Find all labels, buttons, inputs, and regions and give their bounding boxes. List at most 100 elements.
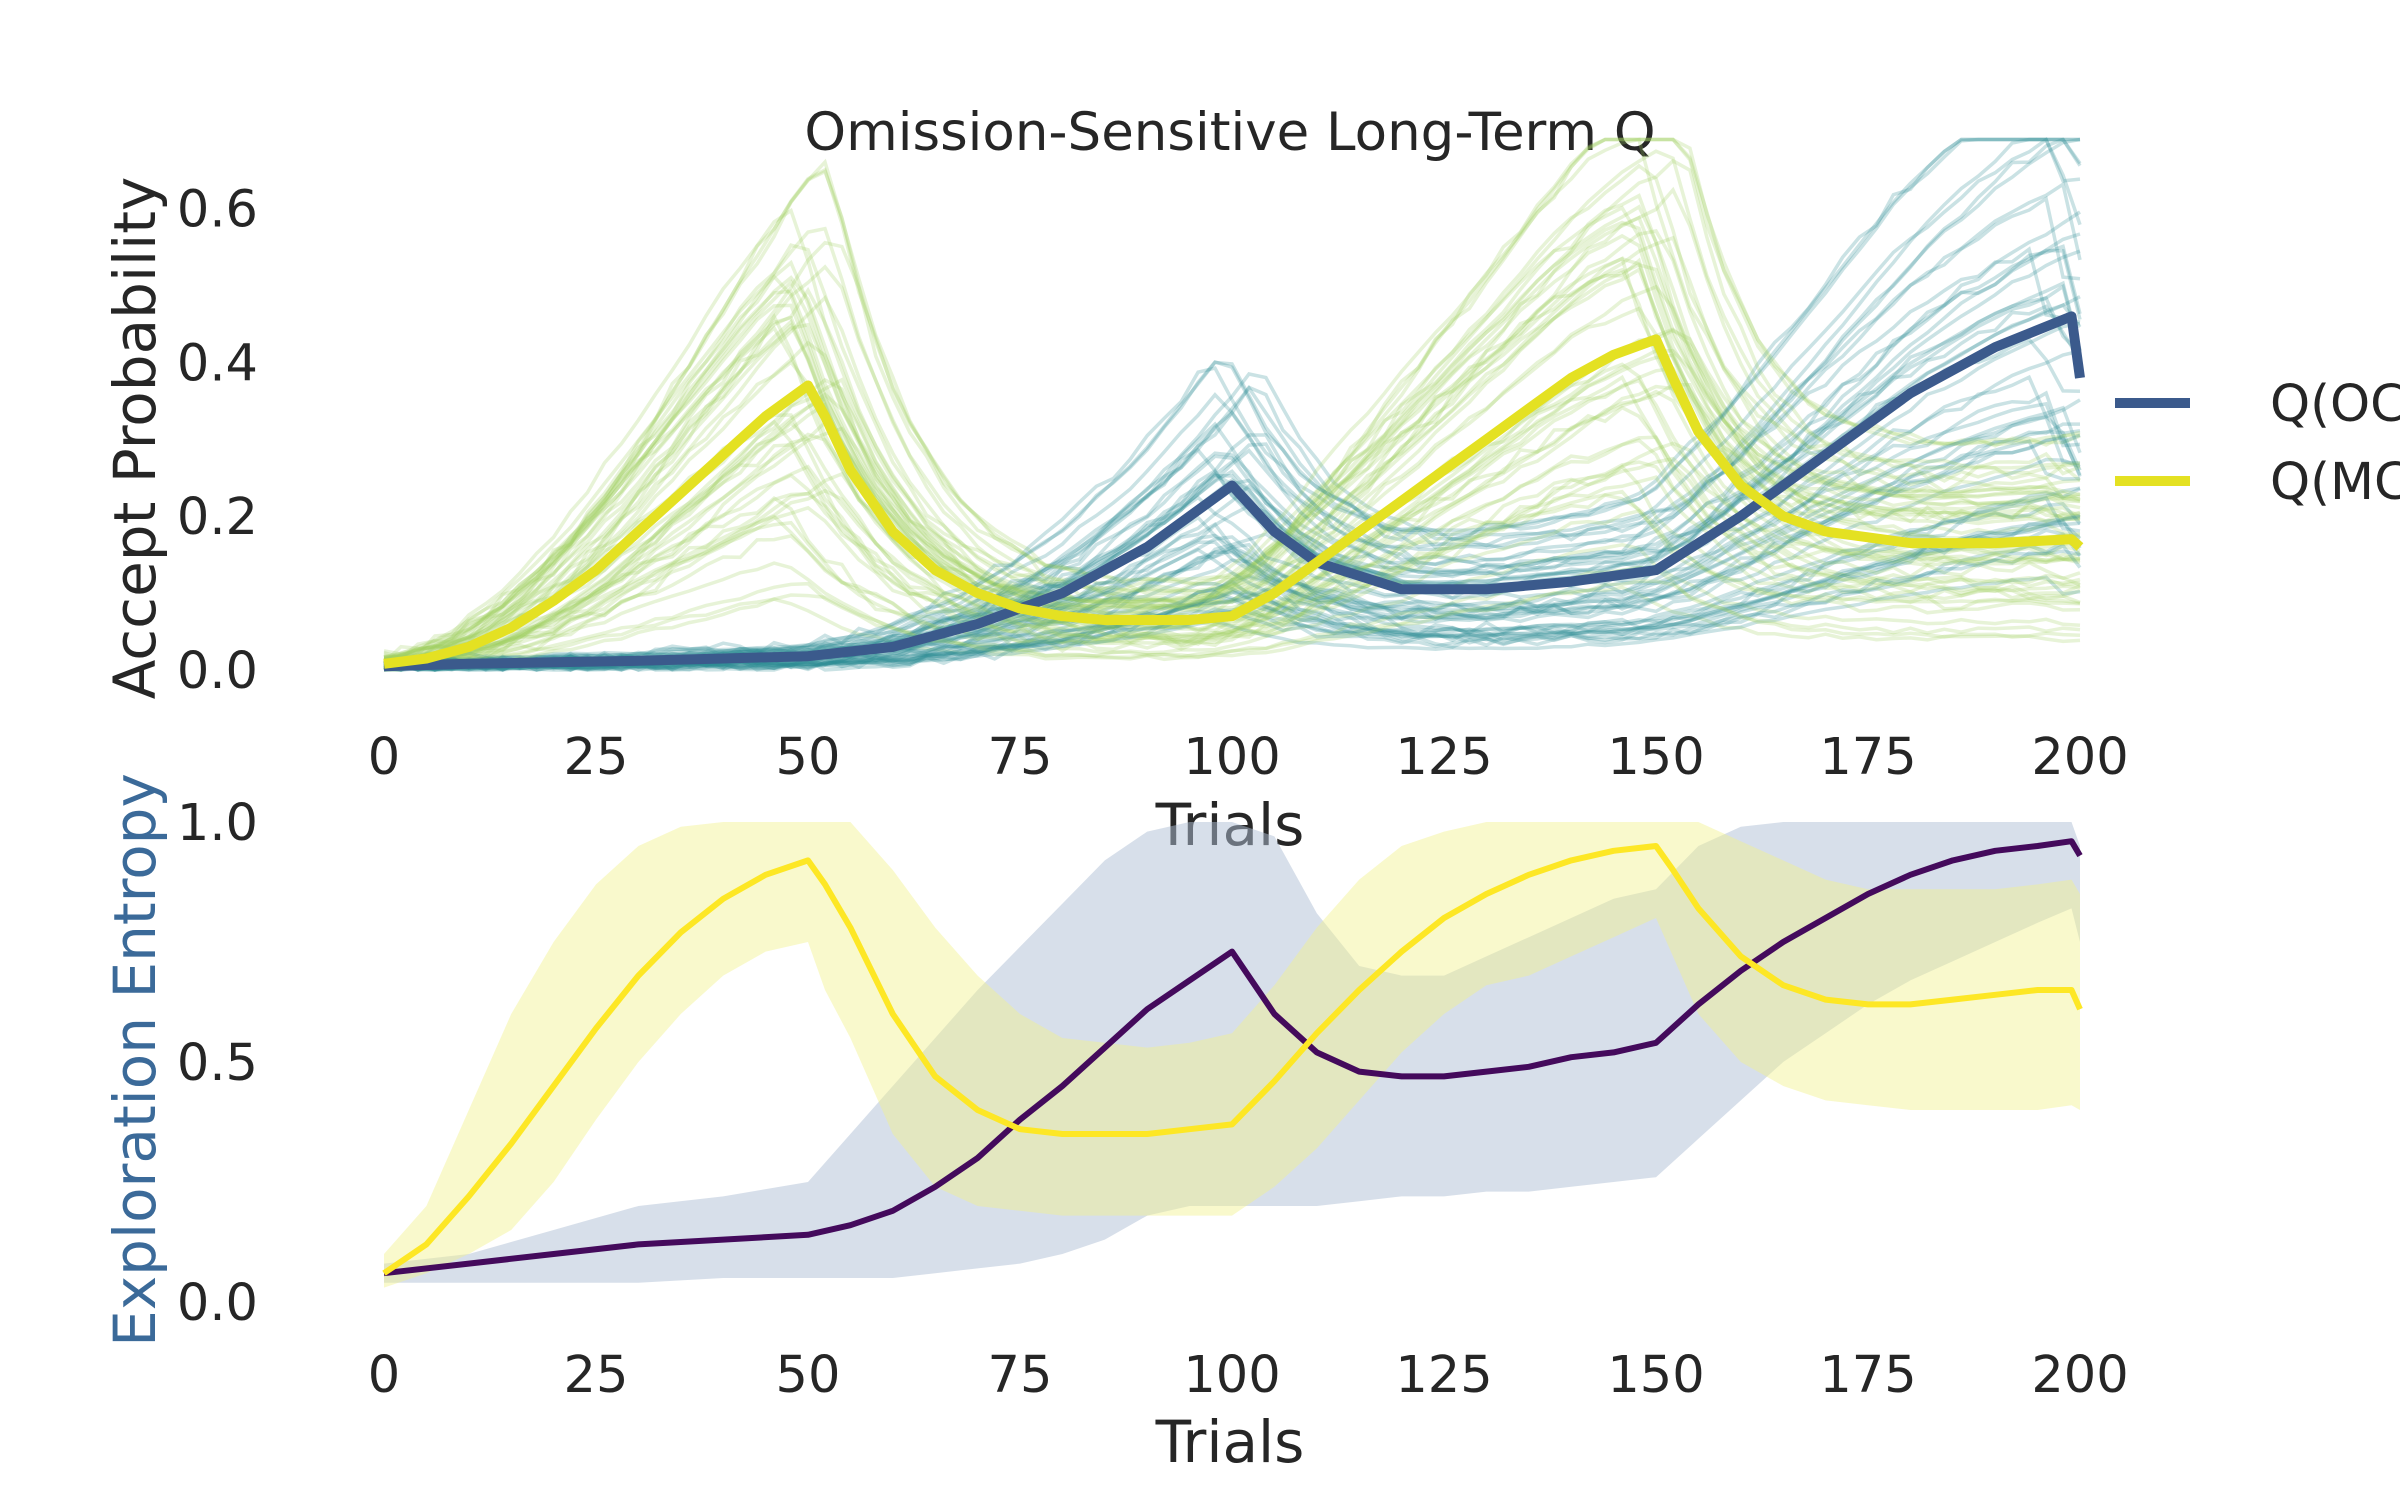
run-line bbox=[383, 489, 2081, 667]
run-line bbox=[383, 235, 2081, 666]
run-line bbox=[383, 508, 2081, 666]
run-line bbox=[383, 475, 2081, 672]
run-line bbox=[383, 267, 2081, 660]
y-tick-label: 1.0 bbox=[177, 794, 258, 853]
run-line bbox=[384, 487, 2081, 672]
run-line bbox=[383, 493, 2081, 671]
x-tick-label: 50 bbox=[776, 1346, 841, 1405]
run-line bbox=[383, 137, 2082, 664]
x-tick-label: 0 bbox=[368, 728, 400, 787]
run-line bbox=[383, 233, 2081, 662]
entropy-line-0 bbox=[383, 838, 2083, 1277]
x-tick-label: 75 bbox=[988, 1346, 1053, 1405]
run-line bbox=[383, 137, 2081, 663]
run-line bbox=[383, 514, 2081, 672]
run-line bbox=[383, 464, 2081, 667]
run-line bbox=[383, 520, 2082, 671]
run-line bbox=[383, 366, 2081, 667]
chart-title: Omission-Sensitive Long-Term Q bbox=[804, 102, 1655, 163]
x-tick-label: 175 bbox=[1819, 1346, 1916, 1405]
top-x-tick-labels: 0 25 50 75 100 125 150 175 200 bbox=[368, 728, 2129, 787]
y-tick-label: 0.5 bbox=[177, 1034, 258, 1093]
run-line bbox=[383, 137, 2080, 669]
y-tick-label: 0.2 bbox=[177, 488, 258, 547]
bottom-shaded-bands bbox=[384, 822, 2080, 1288]
run-line bbox=[383, 585, 2081, 671]
run-line bbox=[383, 186, 2081, 669]
run-line bbox=[383, 263, 2081, 664]
legend: Q(OC Q(MC bbox=[2115, 375, 2400, 512]
bottom-y-tick-labels: 0.0 0.5 1.0 bbox=[177, 794, 258, 1333]
legend-label: Q(OC bbox=[2270, 375, 2400, 434]
x-tick-label: 150 bbox=[1607, 1346, 1704, 1405]
run-line bbox=[383, 137, 2081, 662]
run-line bbox=[383, 539, 2081, 672]
run-line bbox=[383, 528, 2082, 672]
bottom-x-axis-label: Trials bbox=[1155, 1408, 1305, 1476]
top-y-tick-labels: 0.0 0.2 0.4 0.6 bbox=[177, 181, 258, 701]
run-line bbox=[383, 306, 2081, 660]
x-tick-label: 25 bbox=[564, 728, 629, 787]
run-line bbox=[382, 267, 2081, 664]
run-line bbox=[383, 438, 2081, 665]
run-line bbox=[383, 181, 2082, 670]
legend-label: Q(MC bbox=[2270, 453, 2400, 512]
y-tick-label: 0.6 bbox=[177, 181, 258, 240]
run-line bbox=[383, 193, 2081, 661]
run-line bbox=[383, 257, 2081, 663]
bottom-y-axis-label: Exploration Entropy bbox=[101, 773, 169, 1347]
x-tick-label: 50 bbox=[776, 728, 841, 787]
y-tick-label: 0.4 bbox=[177, 334, 258, 393]
x-tick-label: 100 bbox=[1183, 1346, 1280, 1405]
x-tick-label: 150 bbox=[1607, 728, 1704, 787]
run-line bbox=[383, 513, 2081, 671]
confidence-band bbox=[384, 822, 2080, 1288]
mean-line-mc bbox=[383, 334, 2084, 669]
run-line bbox=[383, 543, 2081, 670]
mean-line-oc bbox=[383, 311, 2085, 672]
individual-runs bbox=[382, 137, 2082, 672]
run-line bbox=[383, 441, 2081, 670]
run-line bbox=[383, 163, 2082, 663]
run-line bbox=[384, 486, 2081, 672]
x-tick-label: 0 bbox=[368, 1346, 400, 1405]
run-line bbox=[383, 256, 2081, 657]
run-line bbox=[383, 460, 2081, 672]
run-line bbox=[383, 204, 2081, 662]
run-line bbox=[383, 137, 2081, 669]
run-line bbox=[383, 565, 2081, 670]
run-line bbox=[383, 518, 2082, 672]
x-tick-label: 75 bbox=[988, 728, 1053, 787]
run-line bbox=[383, 456, 2081, 670]
y-tick-label: 0.0 bbox=[177, 1274, 258, 1333]
x-tick-label: 125 bbox=[1395, 1346, 1492, 1405]
run-line bbox=[383, 579, 2081, 670]
run-line bbox=[383, 575, 2081, 672]
confidence-band bbox=[384, 822, 2080, 1283]
x-tick-label: 125 bbox=[1395, 728, 1492, 787]
x-tick-label: 100 bbox=[1183, 728, 1280, 787]
run-line bbox=[383, 229, 2081, 664]
run-line bbox=[383, 149, 2081, 662]
bottom-panel: 0 25 50 75 100 125 150 175 200 0.00.51.0 Trials … bbox=[101, 773, 2129, 1476]
entropy-line-1 bbox=[382, 843, 2083, 1276]
run-line bbox=[383, 435, 2081, 671]
x-tick-label: 25 bbox=[564, 1346, 629, 1405]
run-line bbox=[383, 137, 2081, 660]
run-line bbox=[383, 137, 2081, 659]
run-line bbox=[383, 521, 2081, 672]
run-line bbox=[383, 137, 2082, 665]
run-line bbox=[383, 137, 2080, 668]
x-tick-label: 200 bbox=[2031, 728, 2128, 787]
y-tick-label: 0.0 bbox=[177, 642, 258, 701]
run-line bbox=[383, 284, 2081, 664]
run-line bbox=[383, 389, 2081, 667]
top-y-axis-label: Accept Probability bbox=[101, 177, 169, 700]
x-tick-label: 200 bbox=[2031, 1346, 2128, 1405]
bottom-x-tick-labels: 0 25 50 75 100 125 150 175 200 bbox=[368, 1346, 2129, 1405]
top-series-lines bbox=[383, 311, 2085, 672]
x-tick-label: 175 bbox=[1819, 728, 1916, 787]
run-line bbox=[383, 158, 2081, 669]
